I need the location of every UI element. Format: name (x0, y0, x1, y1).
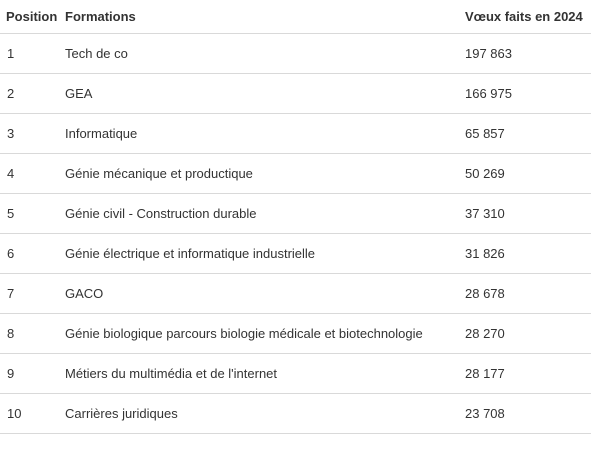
cell-voeux: 28 678 (457, 273, 591, 314)
cell-position: 4 (0, 153, 64, 194)
table-row: 2 GEA 166 975 (0, 73, 591, 114)
cell-formation: Carrières juridiques (64, 393, 457, 434)
cell-position: 7 (0, 273, 64, 314)
cell-voeux: 37 310 (457, 193, 591, 234)
cell-formation: Génie électrique et informatique industr… (64, 233, 457, 274)
cell-position: 2 (0, 73, 64, 114)
table-body: 1 Tech de co 197 863 2 GEA 166 975 3 Inf… (0, 33, 591, 434)
header-voeux: Vœux faits en 2024 (457, 0, 591, 34)
cell-voeux: 28 270 (457, 313, 591, 354)
table-row: 1 Tech de co 197 863 (0, 33, 591, 74)
cell-voeux: 23 708 (457, 393, 591, 434)
cell-formation: Informatique (64, 113, 457, 154)
table-row: 8 Génie biologique parcours biologie méd… (0, 313, 591, 354)
cell-voeux: 50 269 (457, 153, 591, 194)
cell-voeux: 65 857 (457, 113, 591, 154)
cell-position: 1 (0, 33, 64, 74)
table-row: 7 GACO 28 678 (0, 273, 591, 314)
header-position: Position (0, 0, 64, 34)
table-row: 10 Carrières juridiques 23 708 (0, 393, 591, 434)
cell-position: 9 (0, 353, 64, 394)
cell-voeux: 197 863 (457, 33, 591, 74)
header-row: Position Formations Vœux faits en 2024 (0, 0, 591, 34)
header-formations: Formations (64, 0, 457, 34)
cell-position: 6 (0, 233, 64, 274)
table-row: 6 Génie électrique et informatique indus… (0, 233, 591, 274)
table-row: 3 Informatique 65 857 (0, 113, 591, 154)
table-header: Position Formations Vœux faits en 2024 (0, 0, 591, 34)
table-row: 9 Métiers du multimédia et de l'internet… (0, 353, 591, 394)
cell-position: 10 (0, 393, 64, 434)
cell-position: 8 (0, 313, 64, 354)
cell-formation: Génie biologique parcours biologie médic… (64, 313, 457, 354)
cell-voeux: 166 975 (457, 73, 591, 114)
cell-formation: Métiers du multimédia et de l'internet (64, 353, 457, 394)
cell-formation: GEA (64, 73, 457, 114)
cell-voeux: 28 177 (457, 353, 591, 394)
cell-voeux: 31 826 (457, 233, 591, 274)
cell-formation: Génie mécanique et productique (64, 153, 457, 194)
cell-position: 5 (0, 193, 64, 234)
cell-formation: Tech de co (64, 33, 457, 74)
table-row: 5 Génie civil - Construction durable 37 … (0, 193, 591, 234)
rankings-table: Position Formations Vœux faits en 2024 1… (0, 0, 591, 434)
table-row: 4 Génie mécanique et productique 50 269 (0, 153, 591, 194)
cell-formation: GACO (64, 273, 457, 314)
cell-position: 3 (0, 113, 64, 154)
cell-formation: Génie civil - Construction durable (64, 193, 457, 234)
